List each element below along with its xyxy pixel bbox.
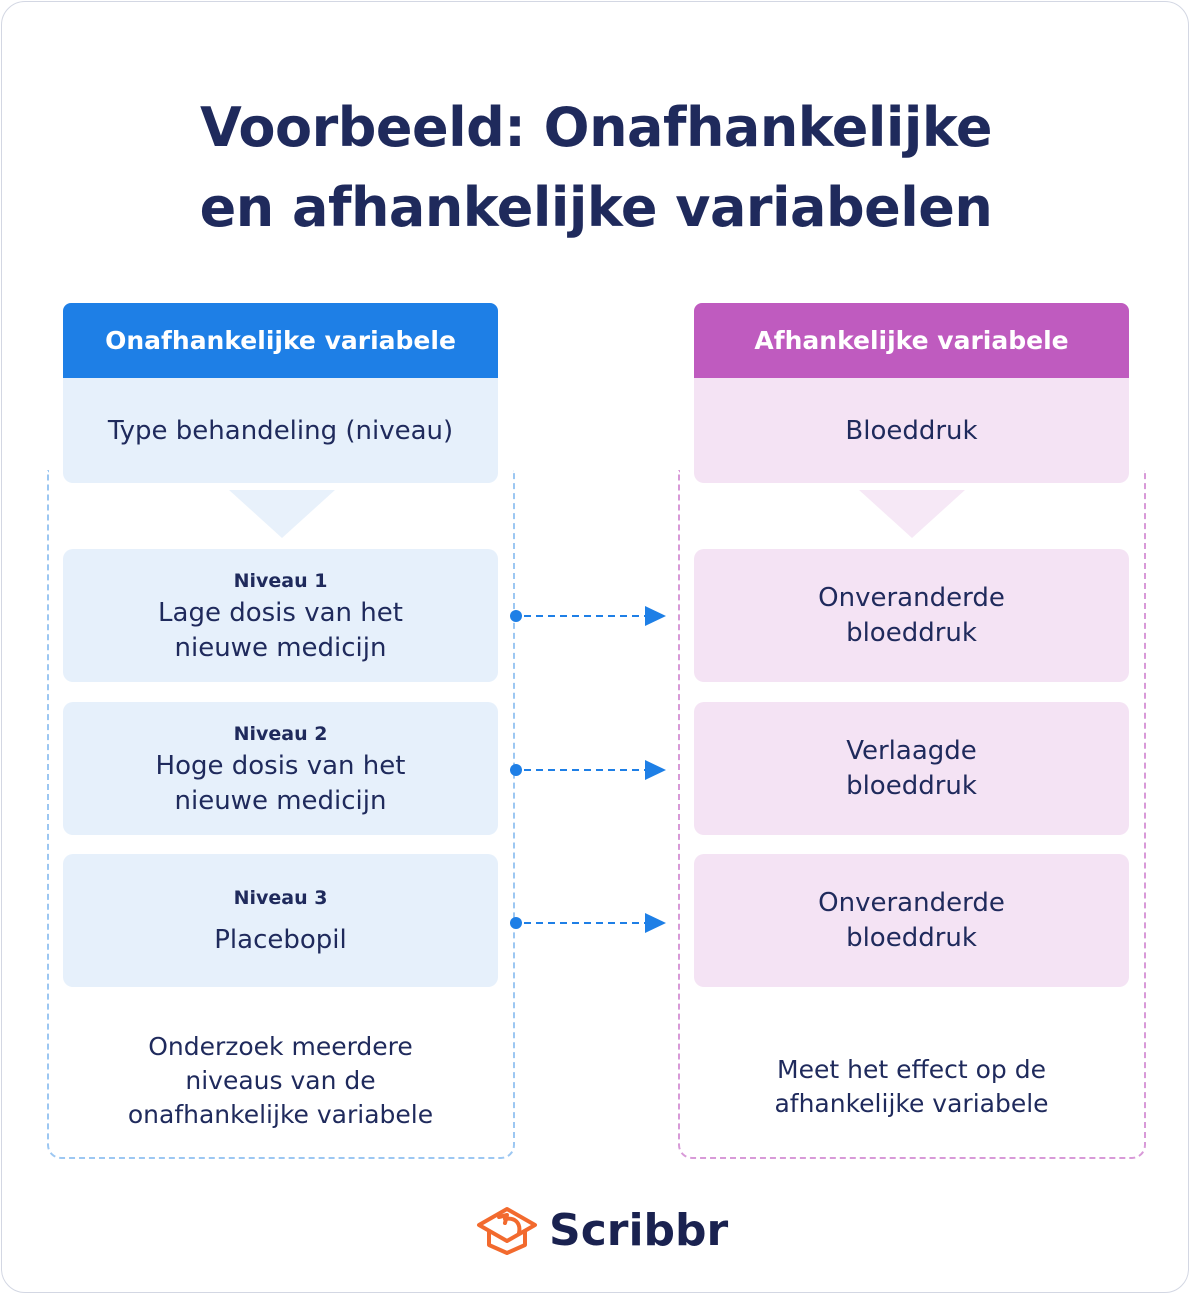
- footer-line: Onderzoek meerdere: [148, 1032, 413, 1061]
- dependent-subtitle: Bloeddruk: [694, 378, 1129, 483]
- dependent-header: Afhankelijke variabele: [694, 303, 1129, 378]
- footer-line: Meet het effect op de: [777, 1055, 1046, 1084]
- outcome-text: Onveranderde: [818, 887, 1005, 918]
- title-line: en afhankelijke variabelen: [199, 176, 993, 239]
- independent-footer: Onderzoek meerdere niveaus van de onafha…: [63, 1030, 498, 1132]
- title: Voorbeeld: Onafhankelijke en afhankelijk…: [0, 88, 1192, 248]
- level-text: Placebopil: [214, 925, 347, 955]
- level-box: Niveau 1 Lage dosis van het nieuwe medic…: [63, 549, 498, 682]
- arrow-connector: [510, 606, 666, 626]
- footer-line: afhankelijke variabele: [774, 1089, 1049, 1118]
- level-text: Hoge dosis van het: [155, 750, 406, 781]
- logo-text: Scribbr: [549, 1204, 729, 1256]
- outcome-box: Verlaagde bloeddruk: [694, 702, 1129, 835]
- outcome-text: bloeddruk: [846, 770, 977, 801]
- outcome-box: Onveranderde bloeddruk: [694, 854, 1129, 987]
- outcome-text: bloeddruk: [846, 617, 977, 648]
- footer-line: onafhankelijke variabele: [127, 1100, 434, 1129]
- dependent-footer: Meet het effect op de afhankelijke varia…: [694, 1053, 1129, 1121]
- outcome-text: Verlaagde: [846, 735, 977, 766]
- level-text: nieuwe medicijn: [174, 632, 387, 663]
- down-arrow-icon: [859, 490, 965, 538]
- outcome-text: Onveranderde: [818, 582, 1005, 613]
- graduation-cap-icon: [477, 1207, 537, 1255]
- footer-line: niveaus van de: [185, 1066, 376, 1095]
- outcome-box: Onveranderde bloeddruk: [694, 549, 1129, 682]
- level-text: nieuwe medicijn: [174, 785, 387, 816]
- level-label: Niveau 3: [233, 887, 328, 909]
- independent-group-outline: [47, 470, 515, 1159]
- down-arrow-icon: [229, 490, 335, 538]
- scribbr-logo: Scribbr: [475, 1203, 728, 1257]
- independent-subtitle: Type behandeling (niveau): [63, 378, 498, 483]
- arrow-connector: [510, 760, 666, 780]
- level-label: Niveau 2: [233, 722, 328, 745]
- level-label: Niveau 1: [233, 569, 328, 592]
- level-text: Lage dosis van het: [158, 597, 403, 628]
- level-box: Niveau 3 Placebopil: [63, 854, 498, 987]
- outcome-text: bloeddruk: [846, 922, 977, 953]
- dependent-group-outline: [678, 470, 1146, 1159]
- arrow-connector: [510, 913, 666, 933]
- level-box: Niveau 2 Hoge dosis van het nieuwe medic…: [63, 702, 498, 835]
- independent-header: Onafhankelijke variabele: [63, 303, 498, 378]
- title-line: Voorbeeld: Onafhankelijke: [200, 96, 992, 159]
